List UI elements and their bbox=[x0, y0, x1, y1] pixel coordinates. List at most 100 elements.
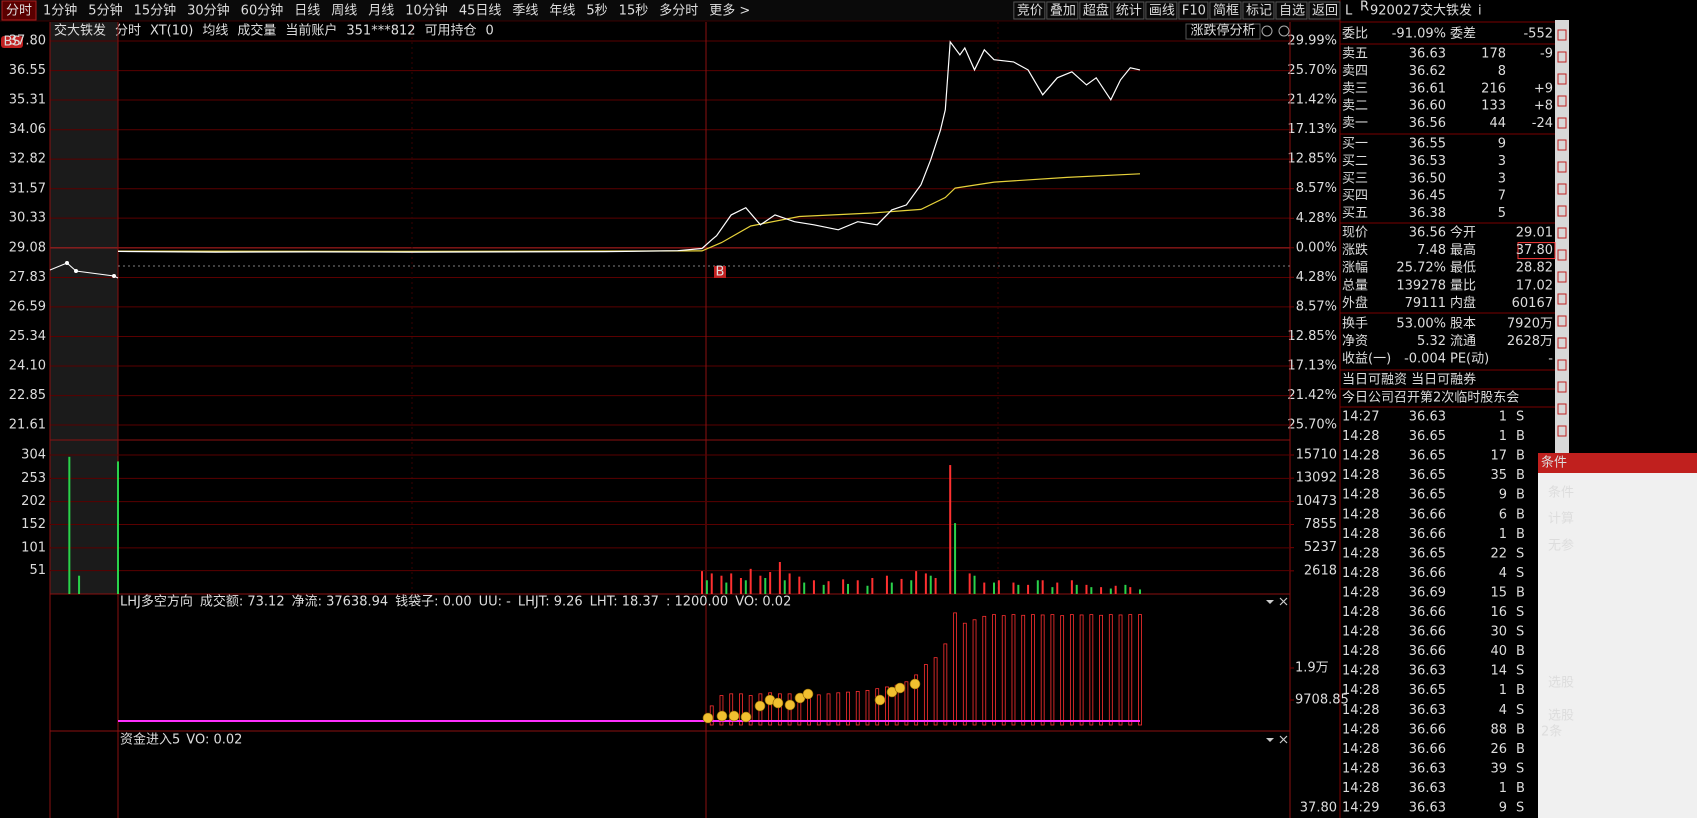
toolbar-tab[interactable]: 10分钟 bbox=[405, 3, 448, 19]
side-icon bbox=[1557, 403, 1567, 415]
dialog-text[interactable]: 选股 bbox=[1548, 709, 1574, 724]
stat-label: 涨幅 bbox=[1342, 261, 1368, 276]
dialog[interactable] bbox=[1538, 453, 1697, 818]
stat-label: 最高 bbox=[1450, 242, 1476, 258]
panel-menu-icon bbox=[1266, 738, 1274, 742]
buy-marker-box bbox=[714, 266, 726, 278]
volume-bar bbox=[1017, 584, 1020, 594]
book-label: 买一 bbox=[1342, 137, 1368, 152]
toolbar-button[interactable]: 叠加 bbox=[1050, 4, 1076, 19]
toolbar-button[interactable]: 标记 bbox=[1246, 4, 1272, 19]
indicator-bar bbox=[904, 681, 909, 726]
tick-price: 36.66 bbox=[1409, 605, 1446, 620]
toolbar-tab[interactable]: 45日线 bbox=[459, 4, 502, 19]
limit-analysis[interactable]: 涨跌停分析 bbox=[1190, 23, 1255, 39]
book-price: 36.45 bbox=[1409, 189, 1446, 204]
toolbar-button[interactable]: 统计 bbox=[1116, 4, 1142, 19]
y2-tick-label: 15710 bbox=[1296, 448, 1337, 463]
tick-time: 14:28 bbox=[1342, 664, 1379, 679]
book-price: 36.53 bbox=[1409, 154, 1446, 169]
tick-volume: 4 bbox=[1499, 703, 1507, 718]
toolbar-button-frame bbox=[1079, 1, 1112, 20]
tick-volume: 1 bbox=[1499, 429, 1507, 444]
volume-bar bbox=[1100, 587, 1103, 594]
toolbar-button[interactable]: 返回 bbox=[1312, 4, 1338, 19]
volume-bar bbox=[1012, 582, 1015, 594]
toolbar-tab[interactable]: 月线 bbox=[368, 4, 394, 19]
tick-price: 36.66 bbox=[1409, 742, 1446, 757]
auction-dot bbox=[112, 274, 116, 278]
indicator-bar bbox=[1099, 614, 1103, 726]
indicator-bar bbox=[1108, 614, 1113, 726]
toolbar-tab[interactable]: 60分钟 bbox=[241, 3, 284, 19]
tick-time: 14:28 bbox=[1342, 468, 1379, 483]
tick-price: 36.65 bbox=[1409, 683, 1446, 698]
volume-bar bbox=[798, 576, 801, 594]
book-price: 36.55 bbox=[1409, 137, 1446, 152]
dialog-title-bar bbox=[1538, 453, 1697, 473]
chart-header-item: 0 bbox=[486, 24, 494, 39]
toolbar-tab[interactable]: 15分钟 bbox=[134, 3, 177, 19]
tick-side: B bbox=[1516, 507, 1525, 522]
dialog-text[interactable]: 选股 bbox=[1548, 676, 1574, 691]
indicator-header-item: : 1200.00 bbox=[666, 595, 728, 610]
y-tick-label: 37.80 bbox=[9, 34, 46, 49]
volume-bar bbox=[954, 523, 957, 594]
toolbar-tab[interactable]: 年线 bbox=[549, 4, 575, 19]
stat-label: 总量 bbox=[1342, 278, 1368, 293]
tick-side: B bbox=[1516, 683, 1525, 698]
toolbar-button[interactable]: F10 bbox=[1182, 4, 1206, 19]
toolbar-button[interactable]: 自选 bbox=[1279, 4, 1305, 19]
volume-bar bbox=[871, 577, 874, 594]
volume-bar bbox=[725, 582, 728, 594]
toolbar-button[interactable]: 竞价 bbox=[1017, 3, 1043, 19]
indicator-bar bbox=[1138, 614, 1142, 726]
toolbar-tab[interactable]: 15秒 bbox=[619, 4, 649, 19]
volume-bar bbox=[710, 573, 713, 594]
toolbar-tab[interactable]: 季线 bbox=[512, 4, 538, 19]
tick-volume: 16 bbox=[1490, 605, 1507, 620]
toolbar-button-frame bbox=[1308, 1, 1341, 20]
indicator-bar bbox=[768, 692, 773, 726]
panel-close-icon bbox=[1279, 597, 1288, 606]
stat-value: 29.01 bbox=[1516, 226, 1553, 241]
toolbar-tab[interactable]: 多分时 bbox=[659, 3, 698, 19]
toolbar-tab[interactable]: 日线 bbox=[294, 4, 320, 19]
toolbar-button[interactable]: 简框 bbox=[1213, 3, 1239, 19]
toolbar-tab[interactable]: 分时 bbox=[6, 4, 32, 19]
indicator-bar bbox=[1089, 614, 1094, 726]
stat-label: 外盘 bbox=[1342, 295, 1368, 311]
indicator-bar bbox=[953, 612, 957, 726]
book-label: 买二 bbox=[1342, 154, 1368, 169]
indicator-bar bbox=[875, 688, 880, 726]
toolbar-tab[interactable]: 1分钟 bbox=[43, 3, 77, 19]
stat-label: 换手 bbox=[1342, 317, 1368, 332]
tick-side: B bbox=[1516, 585, 1525, 600]
volume-bar bbox=[915, 571, 918, 594]
book-price: 36.62 bbox=[1409, 64, 1446, 79]
toolbar-tab[interactable]: 30分钟 bbox=[187, 3, 230, 19]
toolbar-tab[interactable]: 5分钟 bbox=[88, 3, 122, 19]
pct-tick-label: 25.70% bbox=[1287, 418, 1337, 433]
toolbar-tab[interactable]: 周线 bbox=[331, 4, 357, 19]
book-volume: 7 bbox=[1498, 189, 1506, 204]
volume-bar bbox=[900, 578, 903, 594]
money-bag-icon bbox=[909, 678, 921, 690]
y-tick-label: 9708.85 bbox=[1295, 693, 1349, 708]
tick-price: 36.66 bbox=[1409, 527, 1446, 542]
tick-side: S bbox=[1516, 703, 1524, 718]
volume-bar bbox=[803, 582, 806, 594]
money-bag-icon bbox=[772, 697, 784, 709]
volume-bar bbox=[856, 580, 859, 594]
indicator-bar bbox=[1128, 614, 1133, 726]
tick-side: S bbox=[1516, 410, 1524, 425]
toolbar-tab[interactable]: 5秒 bbox=[586, 4, 607, 19]
quote-l: L bbox=[1345, 4, 1353, 19]
toolbar-tab[interactable]: 更多 > bbox=[709, 3, 750, 19]
volume-bar bbox=[1070, 580, 1073, 594]
indicator-bar bbox=[962, 622, 967, 726]
y-tick-label: 202 bbox=[21, 494, 46, 509]
toolbar-button[interactable]: 超盘 bbox=[1083, 3, 1109, 19]
toolbar-button[interactable]: 画线 bbox=[1149, 4, 1175, 19]
auction-dot bbox=[65, 261, 69, 265]
